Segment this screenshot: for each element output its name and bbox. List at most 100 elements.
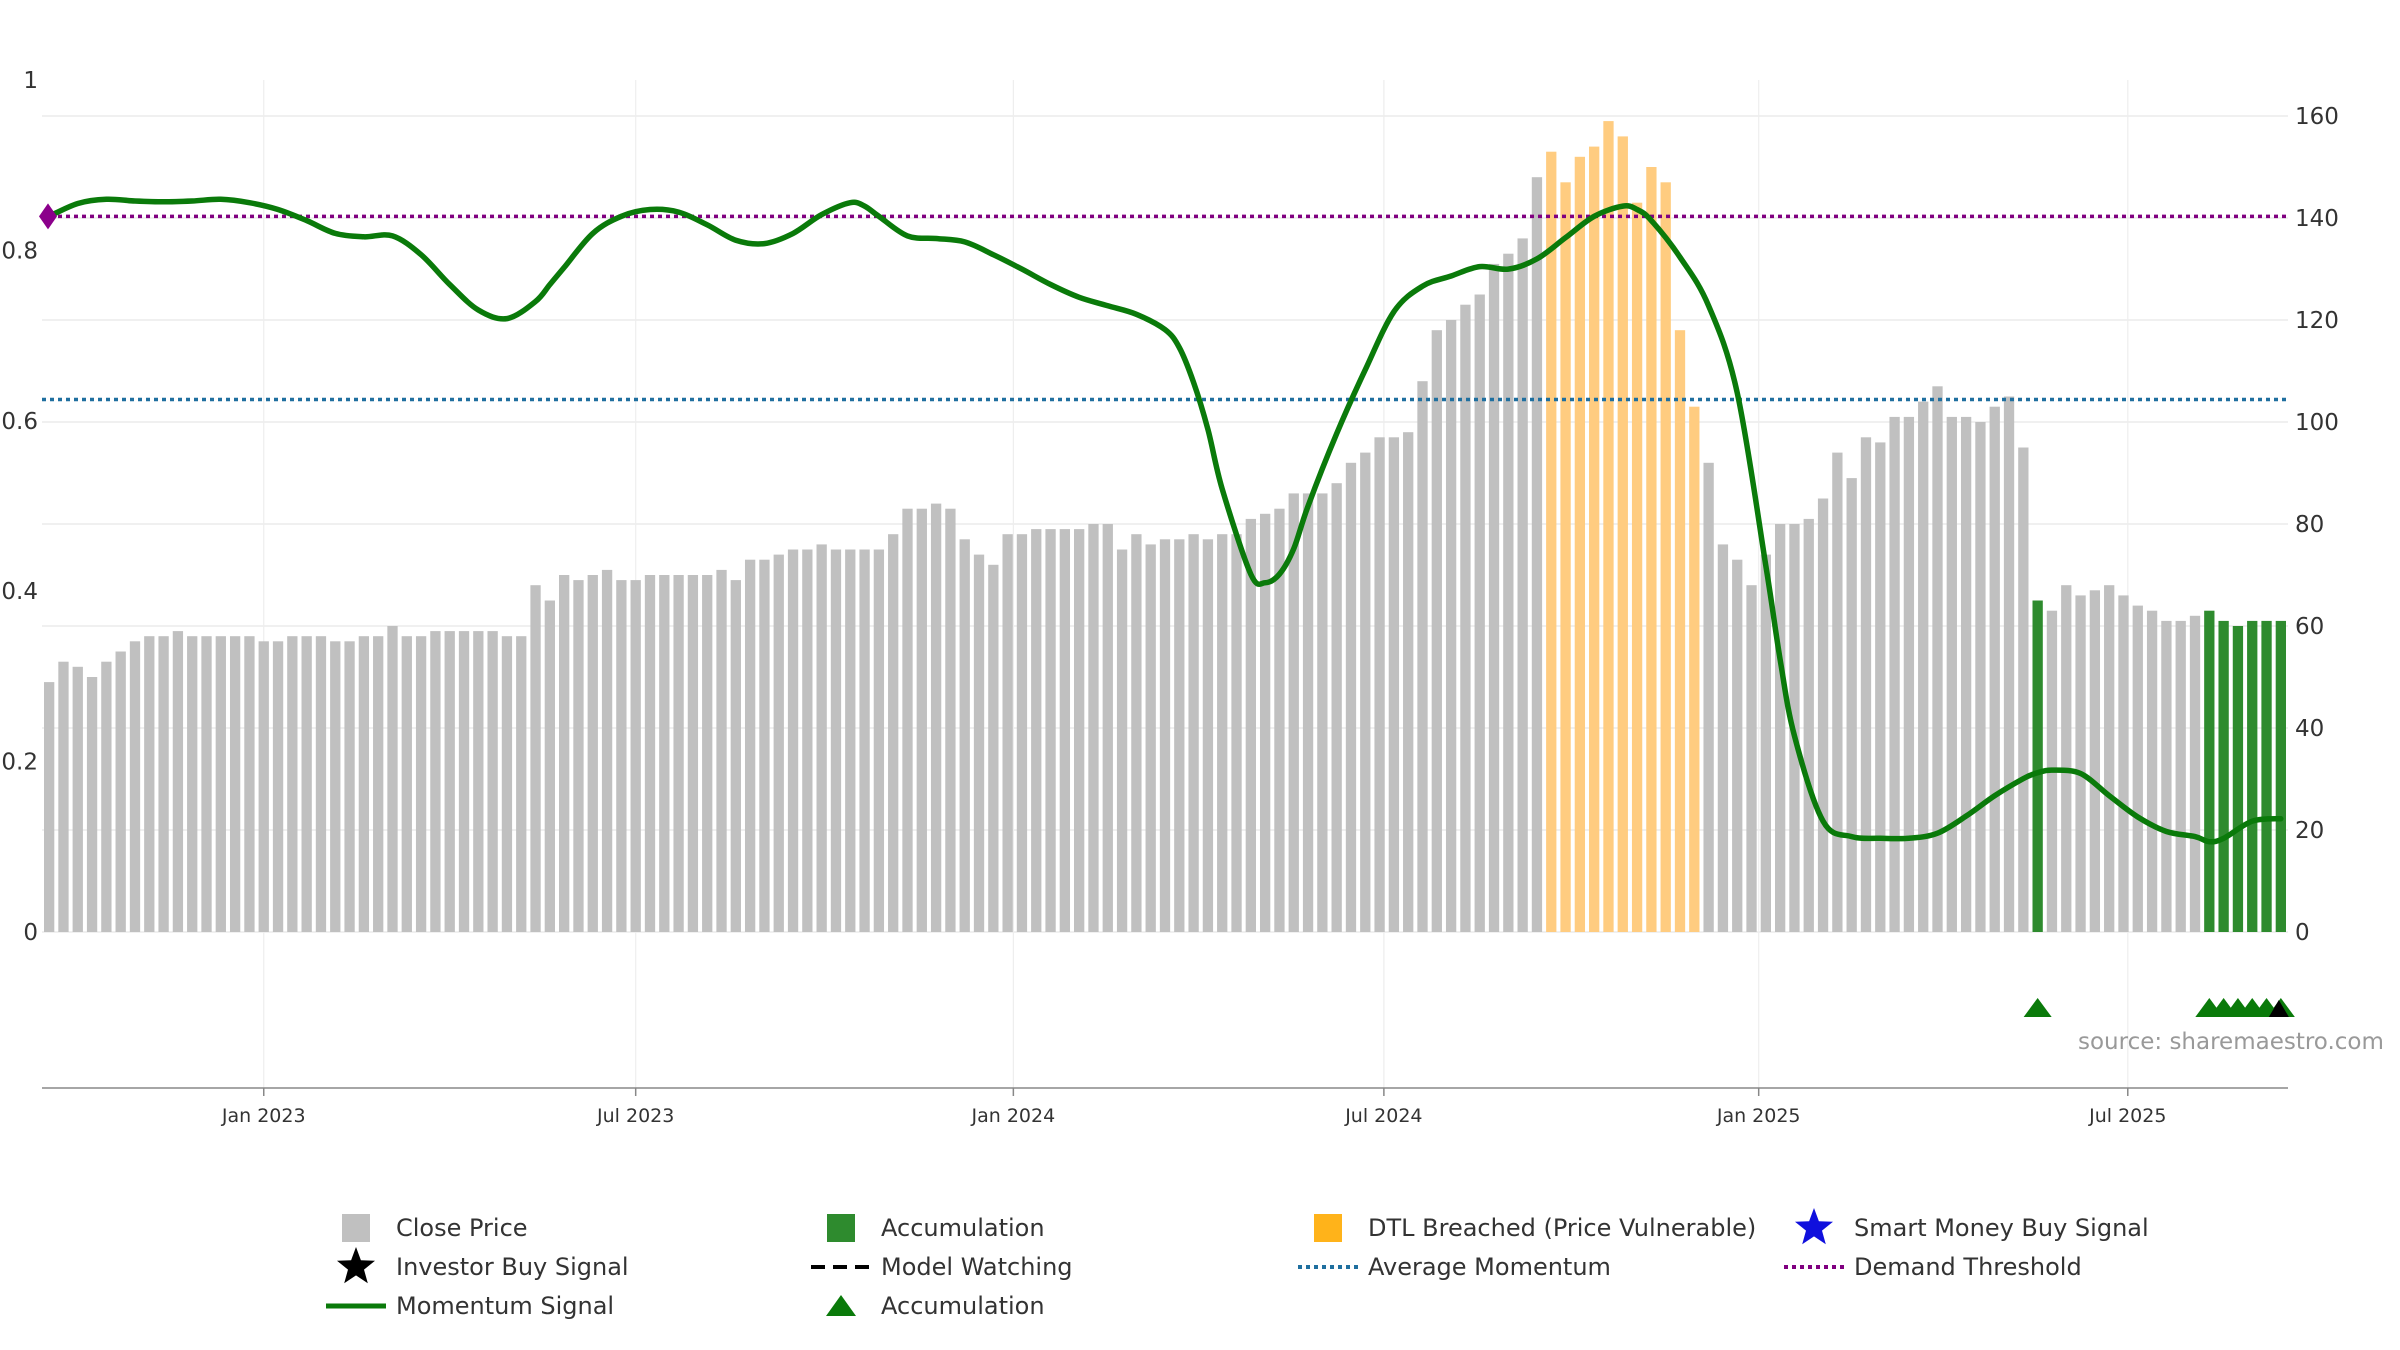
close-price-bar bbox=[473, 631, 484, 932]
close-price-bar bbox=[1860, 437, 1872, 932]
legend-label: Average Momentum bbox=[1368, 1253, 1611, 1281]
legend-label: Accumulation bbox=[881, 1292, 1045, 1320]
close-price-bar bbox=[1918, 401, 1929, 933]
close-price-bar bbox=[916, 508, 927, 932]
close-price-bar bbox=[787, 549, 799, 932]
x-tick-label: Jan 2023 bbox=[221, 1105, 306, 1127]
close-price-bar bbox=[1846, 478, 1857, 932]
dtl-breached-bar bbox=[1631, 202, 1643, 932]
close-price-bar bbox=[1331, 483, 1342, 932]
close-price-bar bbox=[1975, 422, 1986, 932]
close-price-bar bbox=[1889, 416, 1900, 932]
accumulation-bar bbox=[2232, 626, 2244, 932]
close-price-bar bbox=[559, 575, 570, 932]
close-price-bar bbox=[802, 549, 813, 932]
close-price-bar bbox=[258, 641, 269, 932]
close-price-bar bbox=[315, 636, 327, 932]
right-tick-label: 120 bbox=[2295, 308, 2339, 334]
legend-label: Investor Buy Signal bbox=[396, 1253, 629, 1281]
left-tick-label: 0.6 bbox=[1, 409, 38, 435]
x-tick-label: Jul 2024 bbox=[1344, 1105, 1422, 1127]
close-price-bar bbox=[1732, 559, 1743, 932]
close-price-bar bbox=[988, 564, 999, 932]
close-price-bar bbox=[888, 534, 899, 932]
close-price-bar bbox=[1374, 437, 1385, 932]
legend-item: Model Watching bbox=[811, 1253, 1073, 1281]
legend-item: Demand Threshold bbox=[1784, 1253, 2082, 1281]
close-price-bar bbox=[229, 636, 241, 932]
dtl-breached-bar bbox=[1574, 156, 1586, 933]
close-price-bar bbox=[1703, 462, 1714, 932]
close-price-bar bbox=[1245, 518, 1256, 932]
source-label: source: sharemaestro.com bbox=[2078, 1029, 2384, 1055]
dtl-breached-bar bbox=[1660, 182, 1671, 933]
close-price-bar bbox=[1460, 304, 1471, 932]
close-price-bar bbox=[1960, 416, 1972, 932]
investor-buy-signal-marker bbox=[2268, 1000, 2289, 1017]
close-price-bar bbox=[1403, 432, 1414, 932]
close-price-bar bbox=[201, 636, 212, 932]
close-price-bar bbox=[415, 636, 427, 932]
close-price-bar bbox=[1131, 534, 1142, 932]
legend-label: Momentum Signal bbox=[396, 1292, 614, 1320]
close-price-bar bbox=[587, 575, 598, 932]
close-price-bar bbox=[272, 641, 284, 932]
legend-item: Investor Buy Signal bbox=[337, 1247, 629, 1284]
close-price-bar bbox=[1174, 539, 1185, 932]
close-price-bar bbox=[287, 636, 298, 932]
close-price-bar bbox=[1760, 554, 1771, 932]
right-tick-label: 0 bbox=[2295, 920, 2310, 946]
close-price-bar bbox=[616, 580, 627, 932]
legend-label: Smart Money Buy Signal bbox=[1854, 1214, 2149, 1242]
dtl-breached-bar bbox=[1589, 146, 1600, 933]
accumulation-bar bbox=[2204, 610, 2215, 932]
blue-star-icon bbox=[1795, 1208, 1833, 1245]
close-price-bar bbox=[1531, 177, 1543, 932]
close-price-bar bbox=[759, 559, 770, 932]
close-price-bar bbox=[1932, 386, 1943, 932]
green-triangle-icon bbox=[826, 1295, 856, 1316]
close-price-bar bbox=[1317, 493, 1328, 932]
close-price-bar bbox=[1903, 416, 1915, 932]
dtl-breached-bar bbox=[1646, 167, 1657, 932]
legend-item: Momentum Signal bbox=[326, 1292, 614, 1320]
dtl-breached-bar bbox=[1689, 406, 1700, 932]
left-tick-label: 0.2 bbox=[1, 750, 38, 776]
right-tick-label: 140 bbox=[2295, 206, 2339, 232]
legend-label: Accumulation bbox=[881, 1214, 1045, 1242]
close-price-bar bbox=[2089, 590, 2101, 932]
close-price-bar bbox=[1016, 534, 1028, 932]
close-price-bar bbox=[1074, 529, 1085, 932]
legend-item: Accumulation bbox=[826, 1292, 1045, 1320]
close-price-bar bbox=[101, 661, 112, 932]
legend-item: Close Price bbox=[342, 1214, 528, 1242]
accumulation-bar bbox=[2247, 620, 2258, 932]
close-price-bar bbox=[430, 631, 441, 932]
close-price-bar bbox=[2132, 605, 2143, 932]
close-price-bar bbox=[1302, 493, 1314, 932]
close-price-bar bbox=[1832, 452, 1843, 932]
close-price-bar bbox=[401, 636, 412, 932]
x-tick-label: Jan 2025 bbox=[1716, 1105, 1801, 1127]
close-price-bar bbox=[444, 631, 455, 932]
close-price-bar bbox=[945, 508, 956, 932]
close-price-bar bbox=[1875, 442, 1886, 932]
close-price-bar bbox=[1388, 437, 1400, 932]
close-price-bar bbox=[1031, 529, 1042, 932]
close-price-bar bbox=[458, 631, 470, 932]
close-price-bar bbox=[1774, 524, 1786, 932]
close-price-bar bbox=[1217, 534, 1228, 932]
close-price-bar bbox=[2161, 620, 2172, 932]
close-price-bar bbox=[2189, 615, 2201, 932]
close-price-bar bbox=[1746, 585, 1757, 932]
close-price-bar bbox=[673, 575, 684, 932]
close-price-bar bbox=[902, 508, 913, 932]
close-price-bar bbox=[172, 631, 184, 932]
close-price-bar bbox=[215, 636, 226, 932]
close-price-bar bbox=[1989, 406, 2000, 932]
signal-markers bbox=[39, 203, 2295, 1017]
close-price-bar bbox=[1474, 294, 1485, 932]
close-price-bar bbox=[1288, 493, 1299, 932]
close-price-bar bbox=[1360, 452, 1371, 932]
